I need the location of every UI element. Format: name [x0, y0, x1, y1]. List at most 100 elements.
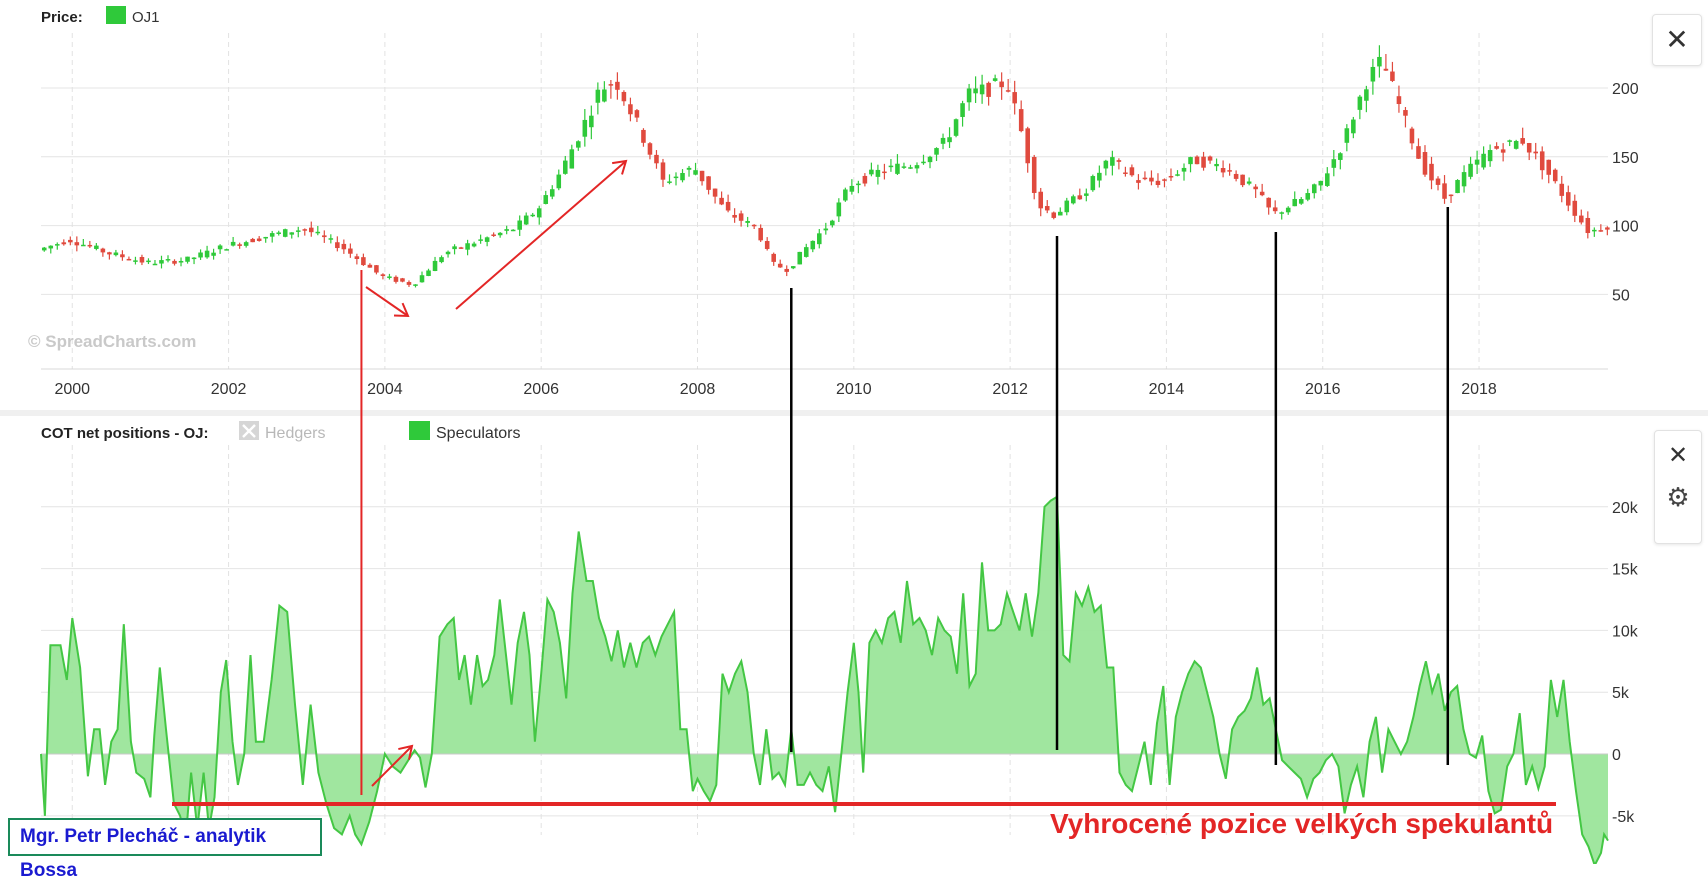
price-candle [1546, 159, 1552, 175]
down-arrow-head [393, 302, 410, 318]
price-candle [732, 214, 737, 218]
price-candle [901, 166, 907, 168]
price-candle [1487, 150, 1493, 162]
price-candle [1142, 177, 1148, 180]
price-candle [790, 266, 796, 269]
price-candle [302, 229, 308, 231]
close-price-panel-button[interactable]: ✕ [1652, 14, 1702, 66]
price-candle [217, 245, 223, 250]
price-candle [452, 246, 457, 250]
price-candle [491, 234, 496, 236]
price-candle [686, 167, 692, 170]
price-candle [1552, 169, 1558, 182]
price-candle [738, 213, 744, 221]
price-x-tick: 2014 [1149, 381, 1185, 398]
price-candle [875, 169, 881, 177]
price-candle [764, 241, 770, 249]
speculators-legend-label[interactable]: Speculators [436, 425, 521, 442]
price-candle [908, 167, 913, 169]
price-candle [172, 260, 177, 264]
price-candle [406, 282, 412, 285]
price-candle [1494, 146, 1499, 149]
price-candle [484, 237, 490, 242]
price-candle [1266, 197, 1271, 208]
price-candle [178, 260, 184, 263]
price-candle [87, 244, 93, 247]
price-x-tick: 2006 [523, 381, 559, 398]
close-icon: ✕ [1665, 23, 1689, 56]
price-candle [1259, 191, 1265, 196]
price-candle [680, 172, 685, 181]
price-candle [1116, 160, 1122, 162]
up-arrow-head [612, 159, 628, 175]
price-candle [1155, 180, 1161, 186]
price-candle [445, 251, 451, 255]
price-candle [289, 232, 295, 235]
hedgers-legend-swatch[interactable] [239, 421, 259, 440]
price-candle [608, 84, 614, 86]
price-candle [504, 229, 509, 231]
price-candle [803, 247, 809, 257]
cot-y-tick: 10k [1612, 623, 1639, 640]
speculators-legend-swatch[interactable] [409, 421, 430, 440]
price-candle [810, 240, 816, 250]
price-candle [471, 243, 477, 247]
price-candle [1370, 66, 1376, 82]
price-candle [536, 208, 542, 218]
price-candle [159, 260, 164, 264]
price-candle [1605, 227, 1610, 230]
price-candle [1246, 181, 1252, 184]
price-candle [1253, 186, 1258, 190]
price-legend-swatch[interactable] [106, 6, 126, 24]
price-candle [230, 241, 236, 246]
price-candle [836, 202, 842, 217]
price-candle [1220, 168, 1226, 173]
price-candle [921, 161, 926, 164]
price-candle [1416, 146, 1421, 159]
price-candle [126, 258, 132, 261]
price-candle [543, 195, 549, 204]
price-candle [243, 242, 249, 246]
price-candle [497, 232, 503, 236]
price-candle [1598, 230, 1604, 232]
price-candle [269, 233, 275, 237]
price-candle [1025, 128, 1030, 164]
price-candle [1448, 194, 1454, 197]
price-candle [439, 257, 444, 263]
price-candle [979, 84, 985, 95]
cot-y-tick: -5k [1612, 809, 1635, 826]
cot-y-tick: 5k [1612, 685, 1630, 702]
price-candle [1435, 178, 1441, 185]
price-legend-label[interactable]: OJ1 [132, 9, 160, 26]
price-x-tick: 2010 [836, 381, 872, 398]
price-candle [706, 176, 711, 190]
price-candle [1357, 96, 1363, 110]
price-candle [582, 119, 588, 137]
price-candle [458, 247, 464, 249]
price-candle [1500, 149, 1506, 153]
price-candle [237, 244, 242, 246]
price-candle [1338, 153, 1343, 160]
price-candle [1461, 172, 1467, 187]
price-x-tick: 2008 [680, 381, 716, 398]
price-candle [621, 91, 627, 102]
panel-separator [0, 410, 1708, 416]
price-candle [1383, 68, 1389, 71]
price-candle [862, 175, 868, 184]
price-candle [856, 183, 861, 186]
price-candle [68, 239, 73, 243]
price-candle [960, 103, 965, 117]
price-candle [1364, 89, 1369, 101]
price-candle [1227, 170, 1232, 172]
down-arrow [365, 286, 409, 317]
price-candle [107, 252, 112, 255]
price-candle [888, 165, 894, 168]
hedgers-legend-label[interactable]: Hedgers [265, 425, 325, 442]
close-icon[interactable]: ✕ [1667, 441, 1689, 469]
price-candle [1390, 71, 1395, 81]
gear-icon[interactable]: ⚙ [1666, 483, 1690, 513]
price-candle [94, 245, 99, 249]
price-candle [276, 232, 281, 234]
cot-panel-toolbar: ✕ ⚙ [1654, 430, 1702, 544]
price-candle [1181, 167, 1187, 172]
